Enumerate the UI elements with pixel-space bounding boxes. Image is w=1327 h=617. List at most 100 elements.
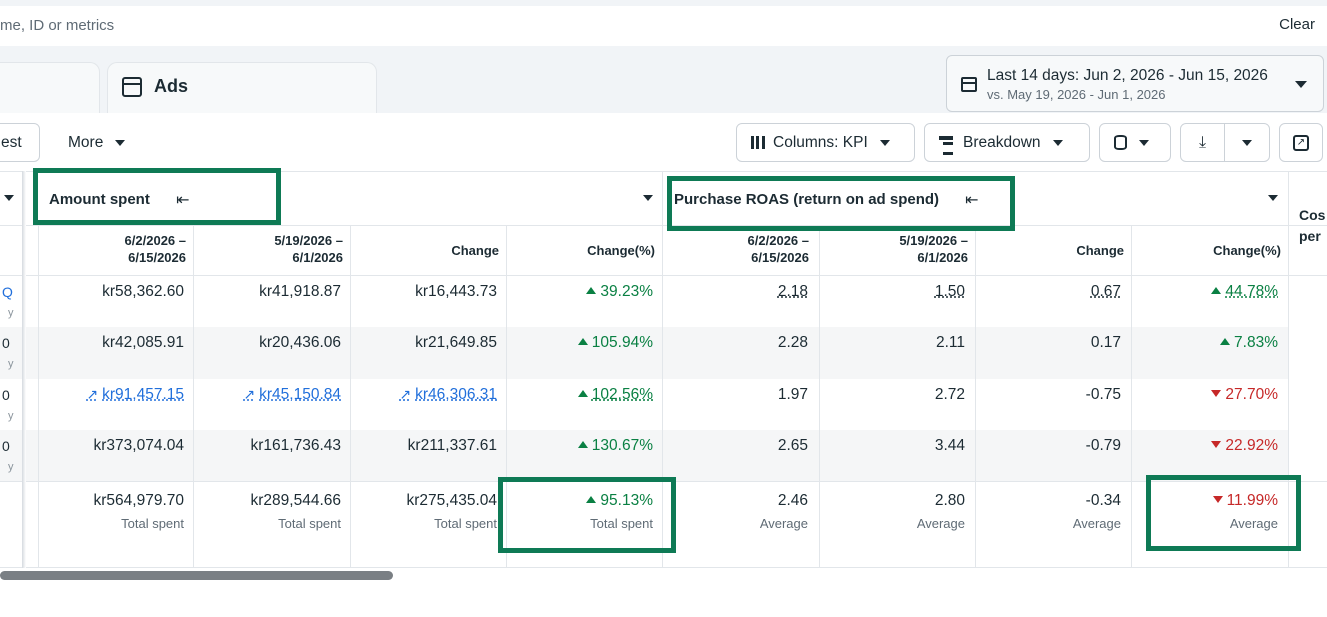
calendar-icon <box>961 77 977 92</box>
roas-previous-cell: 3.44 <box>934 437 965 454</box>
metrics-table: Amount spent ⇤ Purchase ROAS (return on … <box>0 171 1327 568</box>
columns-button[interactable]: Columns: KPI <box>736 123 915 162</box>
row-name-sub-fragment: y <box>8 410 14 422</box>
subheader-current-period[interactable]: 6/2/2026 – 6/15/2026 <box>40 232 186 266</box>
spent-change-pct-value: 102.56% <box>591 386 653 403</box>
triangle-up-icon <box>586 287 597 294</box>
row-name-fragment[interactable]: Q <box>2 284 13 300</box>
roas-current-cell: 1.97 <box>777 386 808 403</box>
spent-previous-value: kr45,150.84 <box>259 386 341 403</box>
export-dropdown[interactable] <box>1225 124 1269 161</box>
roas-change-cell: -0.75 <box>1085 386 1121 403</box>
subheader-line: 6/2/2026 – <box>747 233 809 248</box>
subheader-line: 6/1/2026 <box>292 250 343 265</box>
summary-label: Average <box>916 516 965 531</box>
summary-roas-previous: 2.80 <box>934 492 965 509</box>
export-button-group[interactable]: ⤓ <box>1180 123 1270 162</box>
spent-change-pct-value: 105.94% <box>591 334 653 351</box>
column-menu-caret[interactable] <box>643 195 653 201</box>
divider <box>0 567 1327 568</box>
column-menu-caret[interactable] <box>1268 195 1278 201</box>
database-icon <box>1114 135 1127 150</box>
purchase-roas-header[interactable]: Purchase ROAS (return on ad spend) <box>674 191 940 208</box>
divider <box>506 225 507 567</box>
tab-ads[interactable]: Ads <box>107 62 377 113</box>
roas-change-cell: -0.79 <box>1085 437 1121 454</box>
subheader-current-period[interactable]: 6/2/2026 – 6/15/2026 <box>664 232 809 266</box>
summary-spent-change-pct: 95.13% <box>586 492 653 510</box>
roas-previous-cell: 2.72 <box>934 386 965 403</box>
subheader-change[interactable]: Change <box>1076 243 1124 258</box>
more-button-label: More <box>68 133 104 151</box>
subheader-previous-period[interactable]: 5/19/2026 – 6/1/2026 <box>821 232 968 266</box>
collapse-column-icon[interactable]: ⇤ <box>965 192 979 209</box>
chart-button[interactable]: ↗ <box>1279 123 1323 162</box>
chevron-down-icon <box>115 139 126 146</box>
subheader-change-pct[interactable]: Change(%) <box>587 243 655 258</box>
subheader-line: 5/19/2026 – <box>899 233 968 248</box>
subheader-line: 6/1/2026 <box>917 250 968 265</box>
roas-change-pct-value: 27.70% <box>1225 386 1278 403</box>
roas-change-pct-value: 44.78% <box>1225 283 1278 300</box>
subheader-change[interactable]: Change <box>451 243 499 258</box>
tab-ads-label: Ads <box>154 76 189 96</box>
spent-previous-cell: kr20,436.06 <box>259 334 341 351</box>
spent-change-pct-value: 130.67% <box>591 437 653 454</box>
test-button-label: est <box>1 133 22 151</box>
row-name-fragment[interactable]: 0 <box>2 387 10 403</box>
row-name-sub-fragment: y <box>8 358 14 370</box>
date-range-primary: Last 14 days: Jun 2, 2026 - Jun 15, 2026 <box>987 67 1268 84</box>
subheader-previous-period[interactable]: 5/19/2026 – 6/1/2026 <box>195 232 343 266</box>
data-source-button[interactable] <box>1099 123 1171 162</box>
divider <box>0 481 1327 482</box>
roas-change-cell: 0.67 <box>1090 283 1121 300</box>
subheader-line: 6/2/2026 – <box>124 233 186 248</box>
breakdown-button[interactable]: Breakdown <box>924 123 1090 162</box>
frozen-column-shadow <box>22 171 26 568</box>
roas-change-cell: 0.17 <box>1090 334 1121 351</box>
breakdown-button-label: Breakdown <box>963 133 1041 151</box>
divider <box>0 225 1327 226</box>
search-input[interactable]: me, ID or metrics <box>0 17 115 34</box>
spent-current-cell[interactable]: ↗ kr91,457.15 <box>86 386 184 404</box>
spent-change-pct-cell: 130.67% <box>577 437 653 455</box>
chevron-down-icon <box>1295 81 1307 88</box>
triangle-down-icon <box>1212 496 1223 503</box>
tab-previous[interactable] <box>0 62 100 113</box>
triangle-down-icon <box>1211 390 1222 397</box>
triangle-up-icon <box>577 338 588 345</box>
clear-button[interactable]: Clear <box>1279 16 1315 33</box>
summary-label: Average <box>759 516 808 531</box>
more-button[interactable]: More <box>56 123 140 162</box>
trend-icon: ↗ <box>399 386 412 402</box>
row-name-fragment[interactable]: 0 <box>2 438 10 454</box>
horizontal-scrollbar[interactable] <box>0 571 393 580</box>
download-icon[interactable]: ⤓ <box>1181 124 1225 161</box>
roas-current-cell: 2.65 <box>777 437 808 454</box>
amount-spent-header[interactable]: Amount spent <box>49 191 150 208</box>
row-name-fragment[interactable]: 0 <box>2 335 10 351</box>
chevron-down-icon <box>1139 139 1149 146</box>
roas-current-cell: 2.18 <box>777 283 808 300</box>
summary-spent-change: kr275,435.04 <box>406 492 498 509</box>
roas-previous-cell: 2.11 <box>935 334 965 351</box>
column-menu-caret[interactable] <box>4 195 14 201</box>
search-bar[interactable]: me, ID or metrics Clear <box>0 6 1327 46</box>
subheader-change-pct[interactable]: Change(%) <box>1213 243 1281 258</box>
row-name-sub-fragment: y <box>8 461 14 473</box>
triangle-up-icon <box>1211 287 1222 294</box>
ads-icon <box>122 77 142 97</box>
row-stripe <box>0 327 1288 379</box>
date-range-comparison: vs. May 19, 2026 - Jun 1, 2026 <box>987 87 1166 102</box>
test-button[interactable]: est <box>0 123 40 162</box>
roas-change-pct-value: 7.83% <box>1234 334 1278 351</box>
collapse-column-icon[interactable]: ⇤ <box>176 192 190 209</box>
spent-current-value: kr91,457.15 <box>102 386 184 403</box>
chevron-down-icon <box>1052 139 1063 146</box>
cost-per-header[interactable]: Cos per <box>1299 205 1325 247</box>
columns-button-label: Columns: KPI <box>773 133 868 151</box>
spent-change-pct-value: 39.23% <box>600 283 653 300</box>
date-range-picker[interactable]: Last 14 days: Jun 2, 2026 - Jun 15, 2026… <box>946 55 1324 112</box>
spent-previous-cell[interactable]: ↗ kr45,150.84 <box>243 386 341 404</box>
spent-change-cell[interactable]: ↗ kr46,306.31 <box>399 386 497 404</box>
